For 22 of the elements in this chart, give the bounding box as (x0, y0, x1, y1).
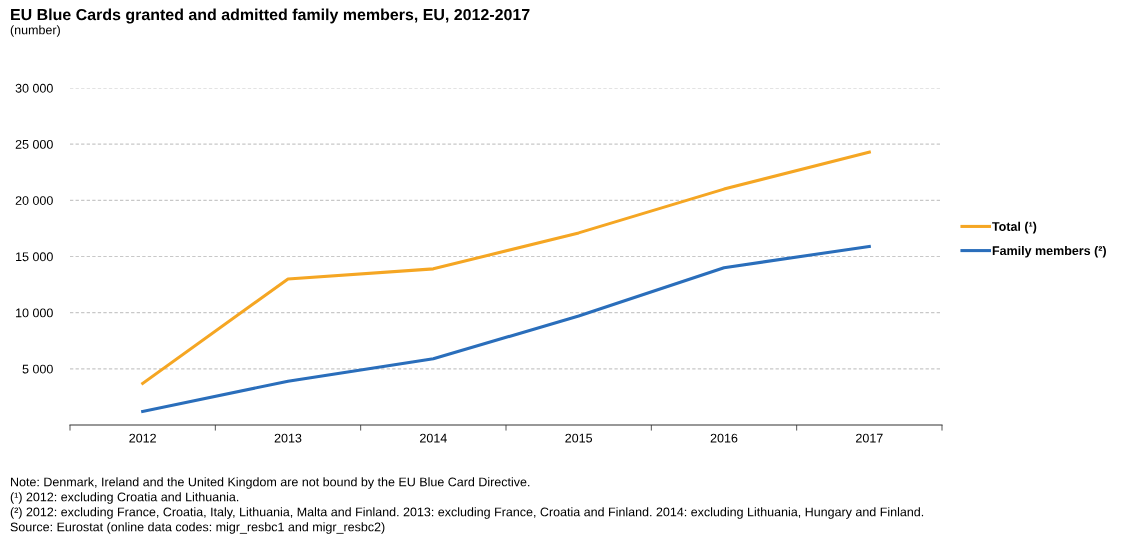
x-tick-label: 2014 (420, 433, 447, 443)
y-tick-label: 25 000 (15, 139, 53, 149)
text: Note: Denmark, Ireland and the United Kingdom are not bound by the EU Blue Card Directive. (11, 477, 530, 489)
line-series (141, 150, 871, 385)
x-tick-label: 2017 (856, 433, 883, 443)
chart-subtitle: (number) (10, 25, 60, 37)
line-series (141, 244, 871, 414)
y-tick-label: 20 000 (15, 196, 53, 205)
y-tick-label: 15 000 (16, 252, 53, 262)
chart-title: EU Blue Cards granted and admitted family members, EU, 2012-2017 (11, 8, 530, 24)
x-tick-label: 2016 (710, 433, 738, 443)
y-tick-label: 30 000 (15, 83, 53, 93)
legend-label: Family members (²) (992, 245, 1106, 258)
source-note: Source: Eurostat (online data codes: migr_resbc1 and migr_resbc2) (10, 522, 385, 534)
text: (¹) 2012: excluding Croatia and Lithuania. (10, 492, 239, 504)
x-tick-label: 2012 (129, 433, 156, 443)
legend-label: Total (¹) (992, 221, 1037, 234)
x-tick-label: 2015 (565, 433, 593, 443)
text: (²) 2012: excluding France, Croatia, Italy, Lithuania, Malta and Finland. 2013: excluding France, Croatia and Finland. 2014: excluding Lithuania, Hungary and Finland. (10, 507, 924, 519)
y-tick-label: 5 000 (22, 364, 53, 374)
y-tick-label: 10 000 (16, 308, 53, 318)
x-tick-label: 2013 (274, 433, 302, 443)
